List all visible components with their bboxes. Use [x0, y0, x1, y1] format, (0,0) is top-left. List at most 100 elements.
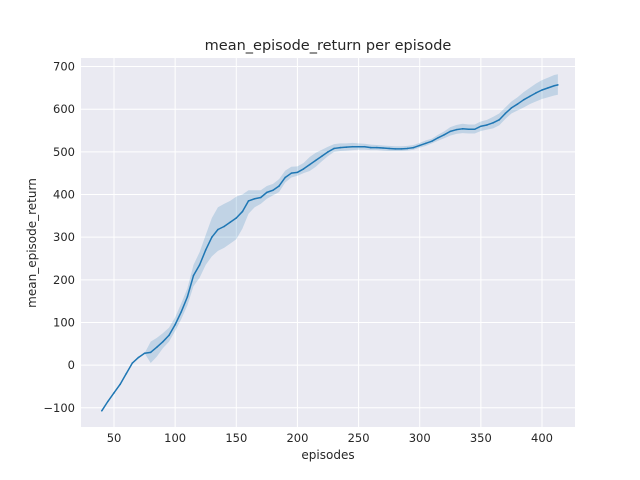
data-point — [369, 146, 372, 149]
data-point — [211, 236, 213, 238]
data-point — [498, 119, 500, 121]
data-point — [382, 147, 384, 149]
data-point — [272, 189, 274, 192]
data-point — [156, 346, 158, 349]
x-tick-label: 100 — [164, 431, 186, 445]
data-point — [223, 225, 225, 228]
data-point — [131, 362, 134, 364]
data-point — [504, 112, 507, 115]
data-point — [235, 217, 238, 219]
data-point — [406, 147, 409, 150]
x-tick-label: 350 — [470, 431, 492, 445]
data-point — [321, 155, 323, 157]
data-point — [149, 351, 152, 354]
data-point — [400, 148, 403, 150]
data-point — [174, 323, 176, 326]
y-tick-label: 700 — [53, 60, 75, 74]
data-point — [296, 171, 299, 174]
data-point — [547, 87, 549, 89]
data-point — [198, 264, 201, 266]
data-point — [308, 163, 311, 166]
x-tick-label: 250 — [348, 431, 370, 445]
data-point — [186, 296, 189, 298]
x-tick-label: 300 — [409, 431, 431, 445]
data-point — [437, 136, 439, 139]
data-point — [180, 311, 183, 313]
data-point — [535, 92, 537, 94]
data-point — [339, 146, 342, 149]
data-point — [553, 84, 556, 87]
y-tick-label: 0 — [68, 358, 75, 372]
y-tick-label: 600 — [53, 102, 75, 116]
data-point — [229, 221, 231, 224]
x-tick-label: 400 — [531, 431, 553, 445]
data-point — [327, 151, 329, 153]
data-point — [486, 124, 488, 126]
data-point — [376, 146, 378, 149]
data-point — [443, 133, 445, 136]
data-point — [473, 128, 476, 131]
data-point — [357, 145, 360, 148]
data-point — [253, 197, 256, 200]
data-point — [388, 147, 390, 150]
data-point — [467, 128, 470, 131]
data-point — [119, 383, 121, 386]
data-point — [137, 356, 140, 359]
data-point — [107, 400, 109, 403]
data-point — [461, 128, 464, 130]
data-point — [162, 340, 164, 343]
data-point — [204, 249, 207, 251]
data-point — [425, 142, 427, 145]
data-point — [492, 122, 494, 124]
data-point — [557, 84, 559, 86]
y-tick-label: 200 — [53, 273, 75, 287]
data-point — [541, 89, 543, 91]
data-point — [394, 148, 397, 150]
data-point — [100, 409, 103, 412]
x-axis-ticks: 50 100 150 200 250 300 350 400 — [107, 431, 553, 445]
data-point — [314, 159, 317, 162]
plot-area — [81, 58, 575, 427]
y-tick-label: 300 — [53, 230, 75, 244]
data-point — [345, 146, 348, 148]
data-point — [259, 196, 262, 199]
data-point — [522, 99, 525, 101]
data-point — [247, 200, 250, 202]
data-point — [351, 145, 354, 148]
data-point — [449, 130, 452, 133]
data-point — [455, 128, 458, 131]
data-point — [510, 107, 513, 109]
data-point — [284, 176, 287, 179]
data-point — [302, 168, 305, 170]
data-point — [480, 125, 482, 128]
data-point — [333, 147, 335, 150]
data-point — [168, 334, 170, 337]
data-point — [192, 274, 195, 277]
data-point — [363, 145, 366, 148]
x-tick-label: 150 — [225, 431, 247, 445]
x-tick-label: 200 — [286, 431, 308, 445]
y-tick-label: 500 — [53, 145, 75, 159]
data-point — [217, 228, 219, 231]
y-tick-label: 100 — [53, 315, 75, 329]
data-point — [143, 352, 146, 355]
y-tick-label: −100 — [43, 401, 75, 415]
x-axis-label: episodes — [301, 448, 354, 462]
data-point — [528, 95, 531, 98]
y-tick-label: 400 — [53, 188, 75, 202]
data-point — [418, 144, 421, 147]
chart-title: mean_episode_return per episode — [205, 38, 452, 54]
x-tick-label: 50 — [107, 431, 122, 445]
y-axis-ticks: −100 0 100 200 300 400 500 600 700 — [43, 60, 75, 415]
data-point — [278, 185, 280, 187]
data-point — [241, 210, 244, 213]
data-point — [516, 103, 519, 105]
data-point — [113, 392, 115, 394]
data-point — [431, 140, 433, 142]
data-point — [290, 172, 293, 174]
y-axis-label: mean_episode_return — [25, 178, 39, 308]
series-line — [101, 84, 559, 412]
data-point — [412, 146, 415, 149]
data-point — [266, 191, 268, 194]
